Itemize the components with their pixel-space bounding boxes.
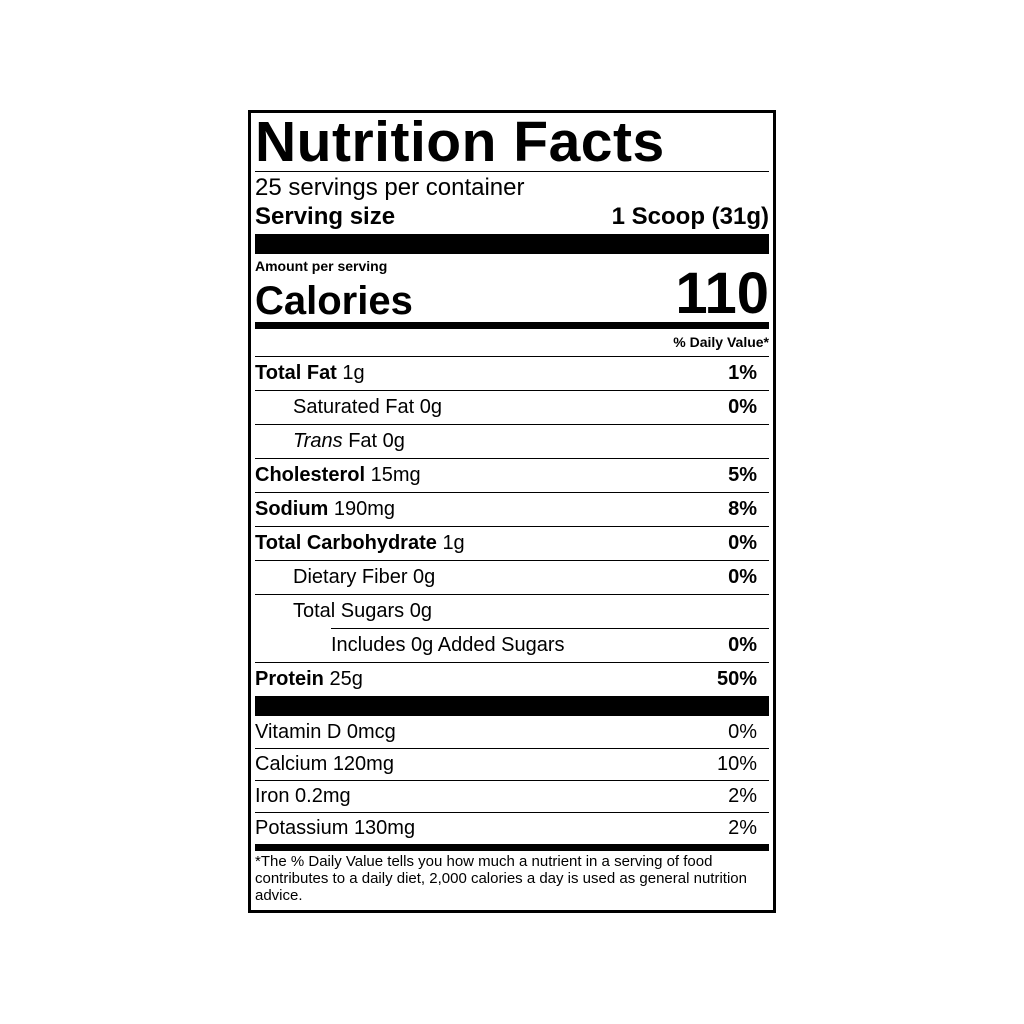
vitamin-dv: 10% bbox=[716, 753, 757, 775]
vitamin-row: Vitamin D 0mcg 0% bbox=[255, 716, 769, 748]
nutrient-dv: 50% bbox=[716, 668, 757, 690]
servings: 25 servings per container bbox=[255, 174, 525, 201]
serving-size: 1 Scoop (31g) bbox=[611, 203, 769, 230]
nutrient-name: Sodium bbox=[255, 498, 329, 520]
nutrient-amount: 0g bbox=[382, 430, 405, 452]
calories-value: 110 bbox=[675, 261, 769, 326]
calories-row: Calories 110 bbox=[255, 265, 769, 323]
nutrient-name: Includes 0g Added Sugars bbox=[331, 633, 565, 656]
nutrient-row: Protein 25g 50% bbox=[255, 662, 769, 696]
nutrient-name: Saturated Fat bbox=[293, 396, 415, 418]
nutrient-dv: 1% bbox=[728, 362, 757, 384]
amount-label: Amount per serving bbox=[255, 258, 388, 274]
vitamin-name: Potassium bbox=[255, 817, 349, 839]
vitamin-dv: 0% bbox=[728, 720, 757, 743]
nutrition-label: Nutrition Facts 25 servings per containe… bbox=[248, 110, 776, 913]
nutrient-row: Sodium 190mg 8% bbox=[255, 492, 769, 526]
vitamin-row: Potassium 130mg 2% bbox=[255, 812, 769, 844]
nutrient-name: Fat bbox=[348, 430, 378, 452]
divider bbox=[255, 322, 769, 329]
vitamin-name: Iron bbox=[255, 785, 290, 807]
title: Nutrition Facts bbox=[255, 113, 769, 172]
vitamin: Vitamin D 0mcg bbox=[255, 721, 396, 744]
vitamin-amount: 0.2mg bbox=[295, 785, 351, 807]
nutrient: Cholesterol 15mg bbox=[255, 464, 421, 487]
vitamin-name: Calcium bbox=[255, 753, 328, 775]
serving-size-row: Serving size 1 Scoop (31g) bbox=[255, 202, 769, 234]
vitamin-row: Calcium 120mg 10% bbox=[255, 748, 769, 780]
vitamin-dv: 2% bbox=[728, 817, 757, 839]
nutrient: Sodium 190mg bbox=[255, 498, 395, 521]
nutrient-name: Cholesterol bbox=[255, 464, 366, 486]
nutrients: Total Fat 1g 1% Saturated Fat 0g 0% Trans Fa… bbox=[255, 356, 769, 696]
nutrient-row: Total Carbohydrate 1g 0% bbox=[255, 526, 769, 560]
nutrient-row: Trans Fat 0g bbox=[255, 424, 769, 458]
nutrient: Total Fat 1g bbox=[255, 362, 365, 385]
nutrient-dv: 0% bbox=[728, 532, 757, 554]
nutrient: Total Carbohydrate 1g bbox=[255, 532, 465, 555]
nutrient-name: Total Sugars bbox=[293, 600, 405, 622]
daily-value-header: % Daily Value* bbox=[673, 334, 769, 350]
nutrient-row: Includes 0g Added Sugars 0% bbox=[255, 628, 769, 662]
vitamin-dv: 2% bbox=[728, 785, 757, 807]
nutrient: Saturated Fat 0g bbox=[255, 396, 442, 419]
nutrient-amount: 15mg bbox=[370, 464, 421, 486]
divider bbox=[255, 696, 769, 716]
nutrient-dv: 8% bbox=[728, 498, 757, 520]
calories-label: Calories bbox=[255, 279, 413, 323]
vitamin-amount: 0mcg bbox=[346, 720, 396, 743]
divider bbox=[255, 844, 769, 851]
nutrient-row: Total Fat 1g 1% bbox=[255, 356, 769, 390]
nutrient-row: Cholesterol 15mg 5% bbox=[255, 458, 769, 492]
nutrient: Trans Fat 0g bbox=[255, 430, 405, 453]
nutrient-amount: 190mg bbox=[333, 498, 396, 520]
vitamin-amount: 120mg bbox=[332, 753, 394, 775]
nutrient-dv: 5% bbox=[728, 464, 757, 486]
nutrient-name: Dietary Fiber bbox=[293, 566, 408, 588]
nutrient-name: Protein bbox=[255, 668, 324, 690]
nutrient-row: Dietary Fiber 0g 0% bbox=[255, 560, 769, 594]
nutrient-name: Total Fat bbox=[255, 362, 337, 384]
nutrient-amount: 0g bbox=[413, 566, 436, 588]
vitamin-amount: 130mg bbox=[353, 817, 416, 839]
vitamin: Calcium 120mg bbox=[255, 753, 394, 776]
nutrient-dv: 0% bbox=[728, 633, 757, 656]
nutrient-row: Saturated Fat 0g 0% bbox=[255, 390, 769, 424]
vitamin-name: Vitamin D bbox=[255, 720, 342, 743]
vitamin-row: Iron 0.2mg 2% bbox=[255, 780, 769, 812]
nutrient-dv: 0% bbox=[728, 566, 757, 588]
nutrient-amount: 0g bbox=[409, 600, 432, 622]
nutrient-name: Total Carbohydrate bbox=[255, 532, 437, 554]
nutrient-name-italic: Trans bbox=[293, 430, 343, 452]
vitamins: Vitamin D 0mcg 0% Calcium 120mg 10% Iron 0.2… bbox=[255, 716, 769, 844]
nutrient: Protein 25g bbox=[255, 668, 363, 691]
nutrient: Dietary Fiber 0g bbox=[255, 566, 435, 589]
footnote: *The % Daily Value tells you how much a … bbox=[255, 853, 747, 904]
vitamin: Potassium 130mg bbox=[255, 817, 415, 840]
nutrient: Total Sugars 0g bbox=[255, 600, 432, 623]
nutrient-amount: 0g bbox=[419, 396, 442, 418]
serving-size-label: Serving size bbox=[255, 203, 396, 230]
vitamin: Iron 0.2mg bbox=[255, 785, 351, 808]
divider bbox=[255, 234, 769, 254]
nutrient: Includes 0g Added Sugars bbox=[255, 634, 565, 657]
nutrient-dv: 0% bbox=[728, 396, 757, 418]
nutrient-amount: 1g bbox=[442, 532, 465, 554]
nutrient-amount: 25g bbox=[329, 668, 363, 690]
nutrient-row: Total Sugars 0g bbox=[255, 594, 769, 628]
nutrient-amount: 1g bbox=[342, 362, 365, 384]
